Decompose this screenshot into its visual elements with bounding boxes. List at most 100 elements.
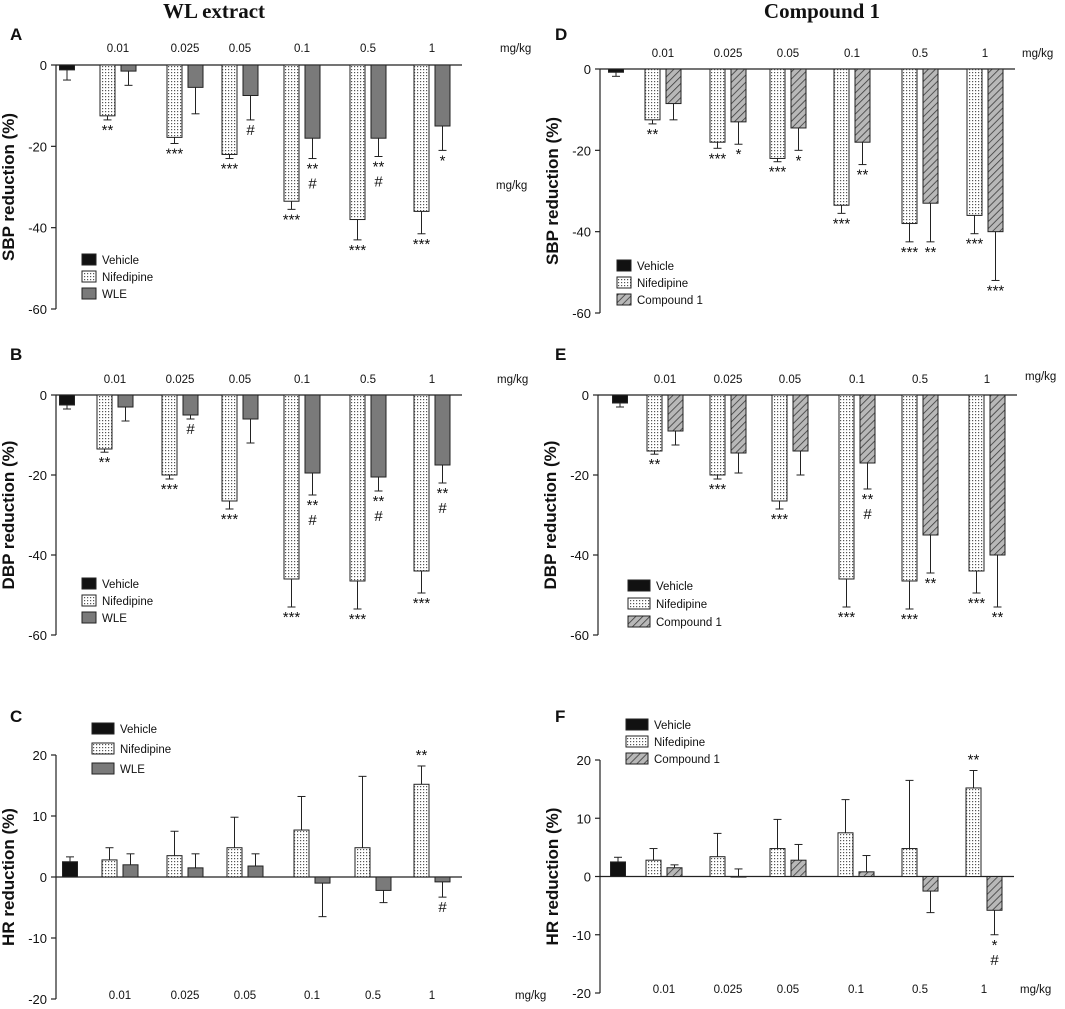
- significance-label: **: [862, 491, 874, 508]
- legend-label: Vehicle: [102, 255, 139, 267]
- y-tick-label: 0: [584, 870, 591, 885]
- nifedipine-bar: [166, 64, 183, 138]
- dose-label: 0.05: [777, 984, 799, 996]
- significance-label: ***: [349, 242, 367, 259]
- significance-label: #: [308, 176, 317, 193]
- compound-bar: [790, 68, 807, 129]
- legend: Vehicle Nifedipine WLE: [81, 577, 153, 625]
- legend: Vehicle Nifedipine WLE: [81, 253, 153, 301]
- significance-label: ***: [838, 609, 856, 626]
- dose-unit-label-extra: mg/kg: [496, 180, 527, 192]
- y-tick-label: 0: [584, 62, 591, 77]
- legend: Vehicle Nifedipine Compound 1: [627, 579, 722, 629]
- significance-label: ***: [221, 161, 239, 178]
- significance-label: ***: [968, 595, 986, 612]
- significance-label: **: [373, 159, 385, 176]
- legend-label: Nifedipine: [654, 737, 705, 749]
- y-axis-label: SBP reduction (%): [543, 117, 562, 265]
- wle-bar: [242, 394, 259, 420]
- nifedipine-bar: [293, 829, 310, 878]
- dose-label: 0.5: [912, 48, 928, 60]
- y-tick-label: -20: [28, 468, 47, 483]
- y-tick-label: -60: [572, 306, 591, 321]
- legend: Vehicle Nifedipine Compound 1: [625, 718, 720, 766]
- nifedipine-bar: [771, 394, 788, 502]
- compound-bar: [986, 876, 1003, 911]
- dose-unit-label: mg/kg: [497, 374, 528, 386]
- y-tick-label: -20: [570, 468, 589, 483]
- wle-bar: [187, 867, 204, 878]
- heading-left: WL extract: [163, 0, 265, 23]
- legend-label: Vehicle: [654, 720, 691, 732]
- y-tick-label: -40: [28, 221, 47, 236]
- nifedipine-bar: [838, 394, 855, 580]
- panel-letter: F: [555, 707, 565, 726]
- significance-label: ***: [833, 215, 851, 232]
- significance-label: #: [308, 512, 317, 529]
- chart-panel-b: B 0 -20 -40 -60 DBP reduction (%) 0.01 0.025 0.0…: [0, 345, 528, 643]
- dose-unit-label: mg/kg: [1025, 371, 1056, 383]
- significance-label: ***: [901, 611, 919, 628]
- y-tick-label: -20: [28, 992, 47, 1007]
- nifedipine-bar: [837, 832, 854, 877]
- nifedipine-bar: [349, 64, 366, 221]
- dose-label: 0.5: [912, 374, 928, 386]
- y-tick-label: -40: [572, 225, 591, 240]
- nifedipine-bar: [99, 64, 116, 117]
- vehicle-bar: [612, 394, 628, 404]
- significance-label: #: [186, 421, 195, 438]
- compound-bar: [730, 68, 747, 123]
- y-axis-label: HR reduction (%): [0, 808, 18, 946]
- legend-label: Nifedipine: [102, 596, 153, 608]
- significance-label: ***: [283, 609, 301, 626]
- vehicle-bar: [62, 861, 78, 878]
- significance-label: **: [992, 609, 1004, 626]
- wle-bar: [182, 394, 199, 416]
- wle-bar: [242, 64, 259, 96]
- y-tick-label: 0: [40, 58, 47, 73]
- legend-swatch: [627, 579, 651, 592]
- significance-label: ***: [413, 595, 431, 612]
- panel-letter: C: [10, 707, 22, 726]
- legend: Vehicle Nifedipine WLE: [91, 722, 171, 776]
- nifedipine-bar: [349, 394, 366, 582]
- compound-bar: [792, 394, 809, 452]
- y-tick-label: 10: [577, 811, 591, 826]
- chart-panel-c: C 20 10 0 -10 -20 HR reduction (%) 0.01 0.025 0.0…: [0, 707, 546, 1007]
- nifedipine-bar: [901, 68, 918, 225]
- legend-swatch: [616, 293, 632, 306]
- y-tick-label: 20: [577, 753, 591, 768]
- significance-label: ***: [349, 611, 367, 628]
- dose-label: 0.01: [652, 48, 674, 60]
- legend-label: Vehicle: [102, 579, 139, 591]
- dose-label: 0.5: [365, 990, 381, 1002]
- dose-label: 1: [429, 990, 435, 1002]
- legend-swatch: [81, 611, 97, 624]
- legend-label: Nifedipine: [637, 278, 688, 290]
- significance-label: ***: [161, 481, 179, 498]
- legend-label: Nifedipine: [656, 599, 707, 611]
- compound-bar: [790, 859, 807, 878]
- significance-label: **: [649, 456, 661, 473]
- significance-label: **: [857, 167, 869, 184]
- wle-bar: [187, 64, 204, 88]
- nifedipine-bar: [221, 394, 238, 502]
- nifedipine-bar: [96, 394, 113, 450]
- significance-label: *: [736, 146, 742, 163]
- dose-label: 0.01: [109, 990, 131, 1002]
- dose-label: 0.025: [171, 990, 200, 1002]
- dose-label: 0.5: [360, 43, 376, 55]
- significance-label: **: [437, 485, 449, 502]
- y-tick-label: -10: [572, 928, 591, 943]
- legend-swatch: [627, 597, 651, 610]
- y-tick-label: 0: [582, 388, 589, 403]
- legend-label: Vehicle: [656, 581, 693, 593]
- y-tick-label: -40: [570, 548, 589, 563]
- legend-swatch: [627, 615, 651, 628]
- wle-bar: [434, 64, 451, 127]
- nifedipine-bar: [901, 394, 918, 582]
- nifedipine-bar: [645, 859, 662, 878]
- nifedipine-bar: [354, 847, 371, 878]
- dose-label: 1: [429, 374, 435, 386]
- wle-bar: [304, 64, 321, 139]
